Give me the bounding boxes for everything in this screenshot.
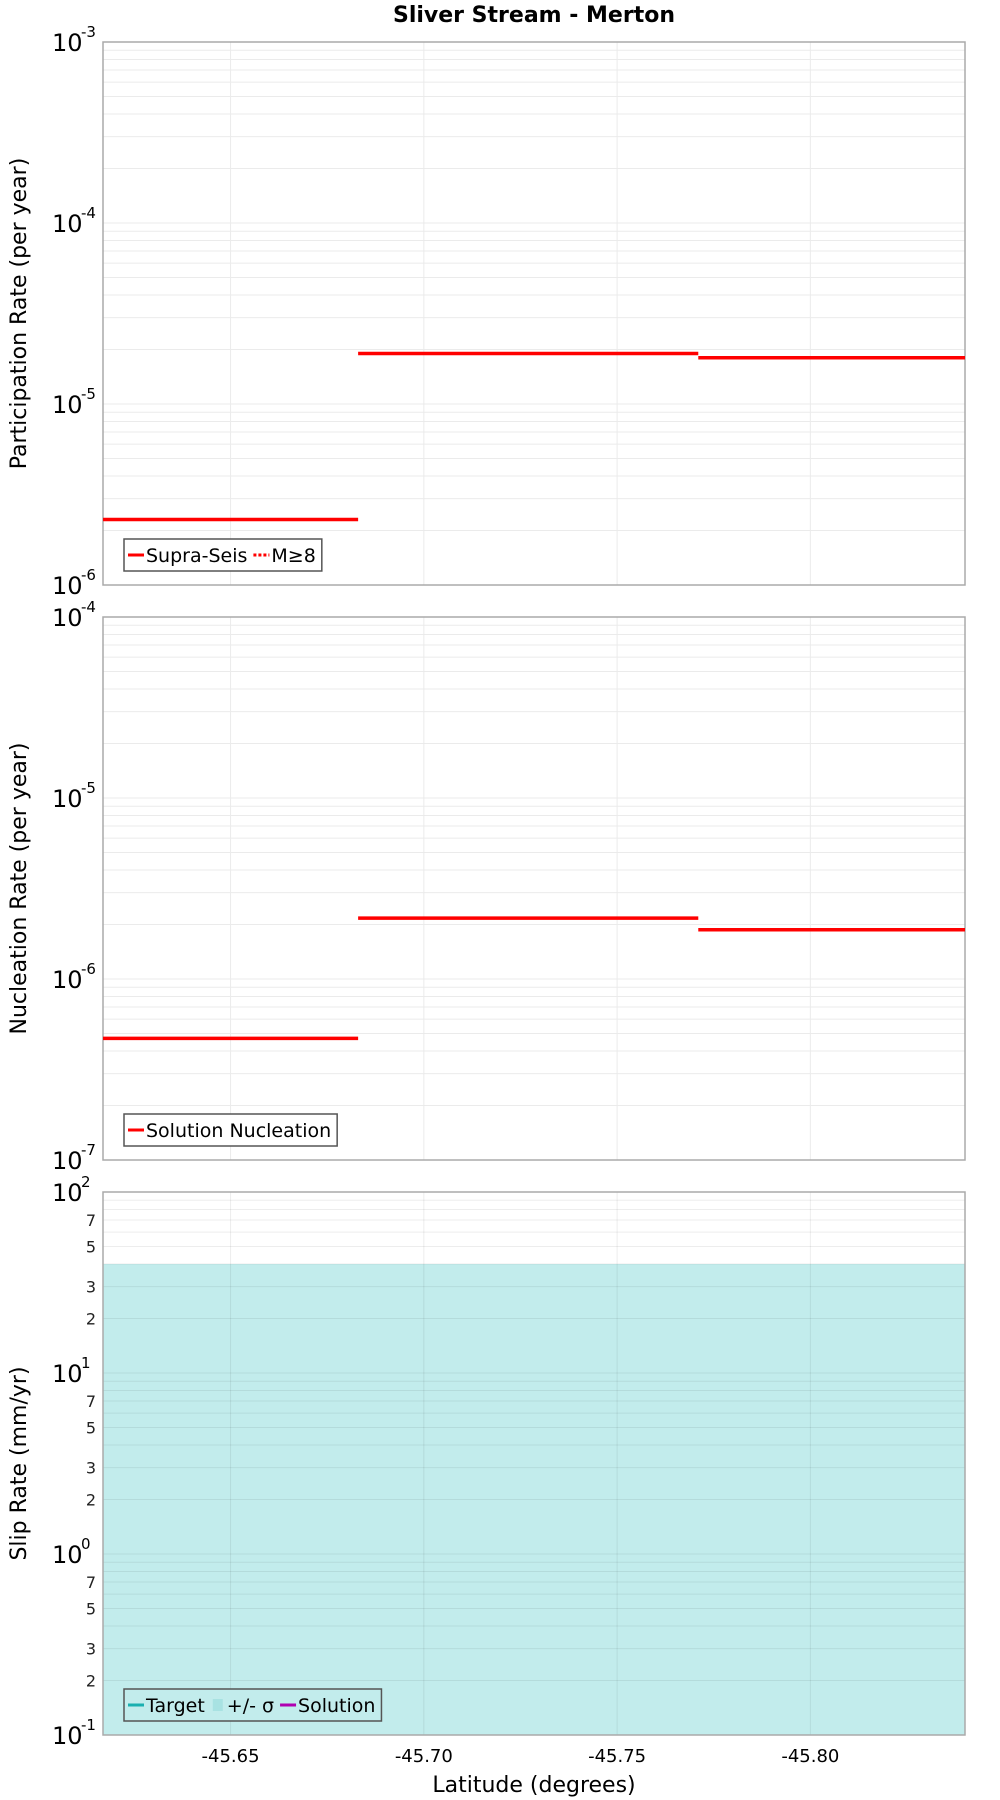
legend-box — [123, 1113, 338, 1147]
legend: Solution Nucleation — [123, 1113, 338, 1147]
y-tick-label-base: 10 — [52, 966, 83, 994]
y-tick-label-base: 10 — [52, 1360, 83, 1388]
legend-label: +/- σ — [227, 1695, 274, 1717]
y-tick-label-exponent: -6 — [81, 960, 96, 978]
y-axis-title: Nucleation Rate (per year) — [7, 743, 32, 1035]
plot-area — [103, 42, 965, 585]
legend: Target +/- σ Solution — [123, 1688, 383, 1722]
y-tick-label-exponent: 2 — [81, 1173, 91, 1191]
x-tick-label: -45.80 — [781, 1746, 839, 1767]
y-tick-label-base: 10 — [52, 1722, 83, 1750]
uncertainty-band — [103, 1264, 965, 1735]
y-tick-label-base: 10 — [52, 604, 83, 632]
y-tick-label-base: 10 — [52, 785, 83, 813]
legend-label: M≥8 — [271, 545, 315, 567]
y-minor-tick-label: 7 — [86, 1211, 96, 1230]
y-axis-title: Participation Rate (per year) — [7, 158, 32, 470]
y-minor-tick-label: 3 — [86, 1459, 96, 1478]
legend: Supra-Seis M≥8 — [123, 538, 323, 572]
plot-frame — [102, 41, 966, 586]
y-minor-tick-label: 3 — [86, 1278, 96, 1297]
y-tick-label-base: 10 — [52, 391, 83, 419]
y-minor-tick-label: 7 — [86, 1392, 96, 1411]
y-tick-label-base: 10 — [52, 1541, 83, 1569]
y-tick-label-exponent: -4 — [81, 598, 96, 616]
y-minor-tick-label: 2 — [86, 1491, 96, 1510]
y-tick-label-exponent: -5 — [81, 385, 96, 403]
y-minor-tick-label: 3 — [86, 1640, 96, 1659]
plot-frame — [102, 1191, 966, 1736]
y-minor-tick-label: 5 — [86, 1418, 96, 1437]
y-tick-label-base: 10 — [52, 572, 83, 600]
plot-area — [103, 617, 965, 1160]
x-tick-label: -45.70 — [395, 1746, 453, 1767]
y-minor-tick-label: 5 — [86, 1599, 96, 1618]
legend-box — [123, 1688, 383, 1722]
legend-label: Solution Nucleation — [146, 1120, 331, 1142]
legend-label: Target — [145, 1695, 205, 1717]
y-tick-label-exponent: -3 — [81, 23, 96, 41]
chart-title: Sliver Stream - Merton — [393, 3, 675, 28]
y-axis-title: Slip Rate (mm/yr) — [7, 1366, 32, 1560]
y-tick-label-exponent: -5 — [81, 779, 96, 797]
y-tick-label-exponent: -1 — [81, 1716, 96, 1734]
y-tick-label-base: 10 — [52, 1179, 83, 1207]
y-tick-label-exponent: -6 — [81, 566, 96, 584]
y-minor-tick-label: 2 — [86, 1310, 96, 1329]
y-minor-tick-label: 2 — [86, 1672, 96, 1691]
legend-label: Supra-Seis — [146, 545, 247, 567]
y-minor-tick-label: 5 — [86, 1237, 96, 1256]
plot-frame — [102, 616, 966, 1161]
y-tick-label-exponent: -7 — [81, 1141, 96, 1159]
y-tick-label-base: 10 — [52, 210, 83, 238]
x-tick-label: -45.65 — [202, 1746, 260, 1767]
y-tick-label-base: 10 — [52, 1147, 83, 1175]
y-minor-tick-label: 7 — [86, 1573, 96, 1592]
y-tick-label-exponent: 0 — [81, 1535, 91, 1553]
y-tick-label-base: 10 — [52, 29, 83, 57]
legend-box — [123, 538, 323, 572]
legend-label: Solution — [298, 1695, 375, 1717]
y-tick-label-exponent: -4 — [81, 204, 96, 222]
y-tick-label-exponent: 1 — [81, 1354, 91, 1372]
x-tick-label: -45.75 — [588, 1746, 646, 1767]
x-axis-title: Latitude (degrees) — [432, 1773, 635, 1798]
legend-swatch-band — [212, 1699, 223, 1711]
